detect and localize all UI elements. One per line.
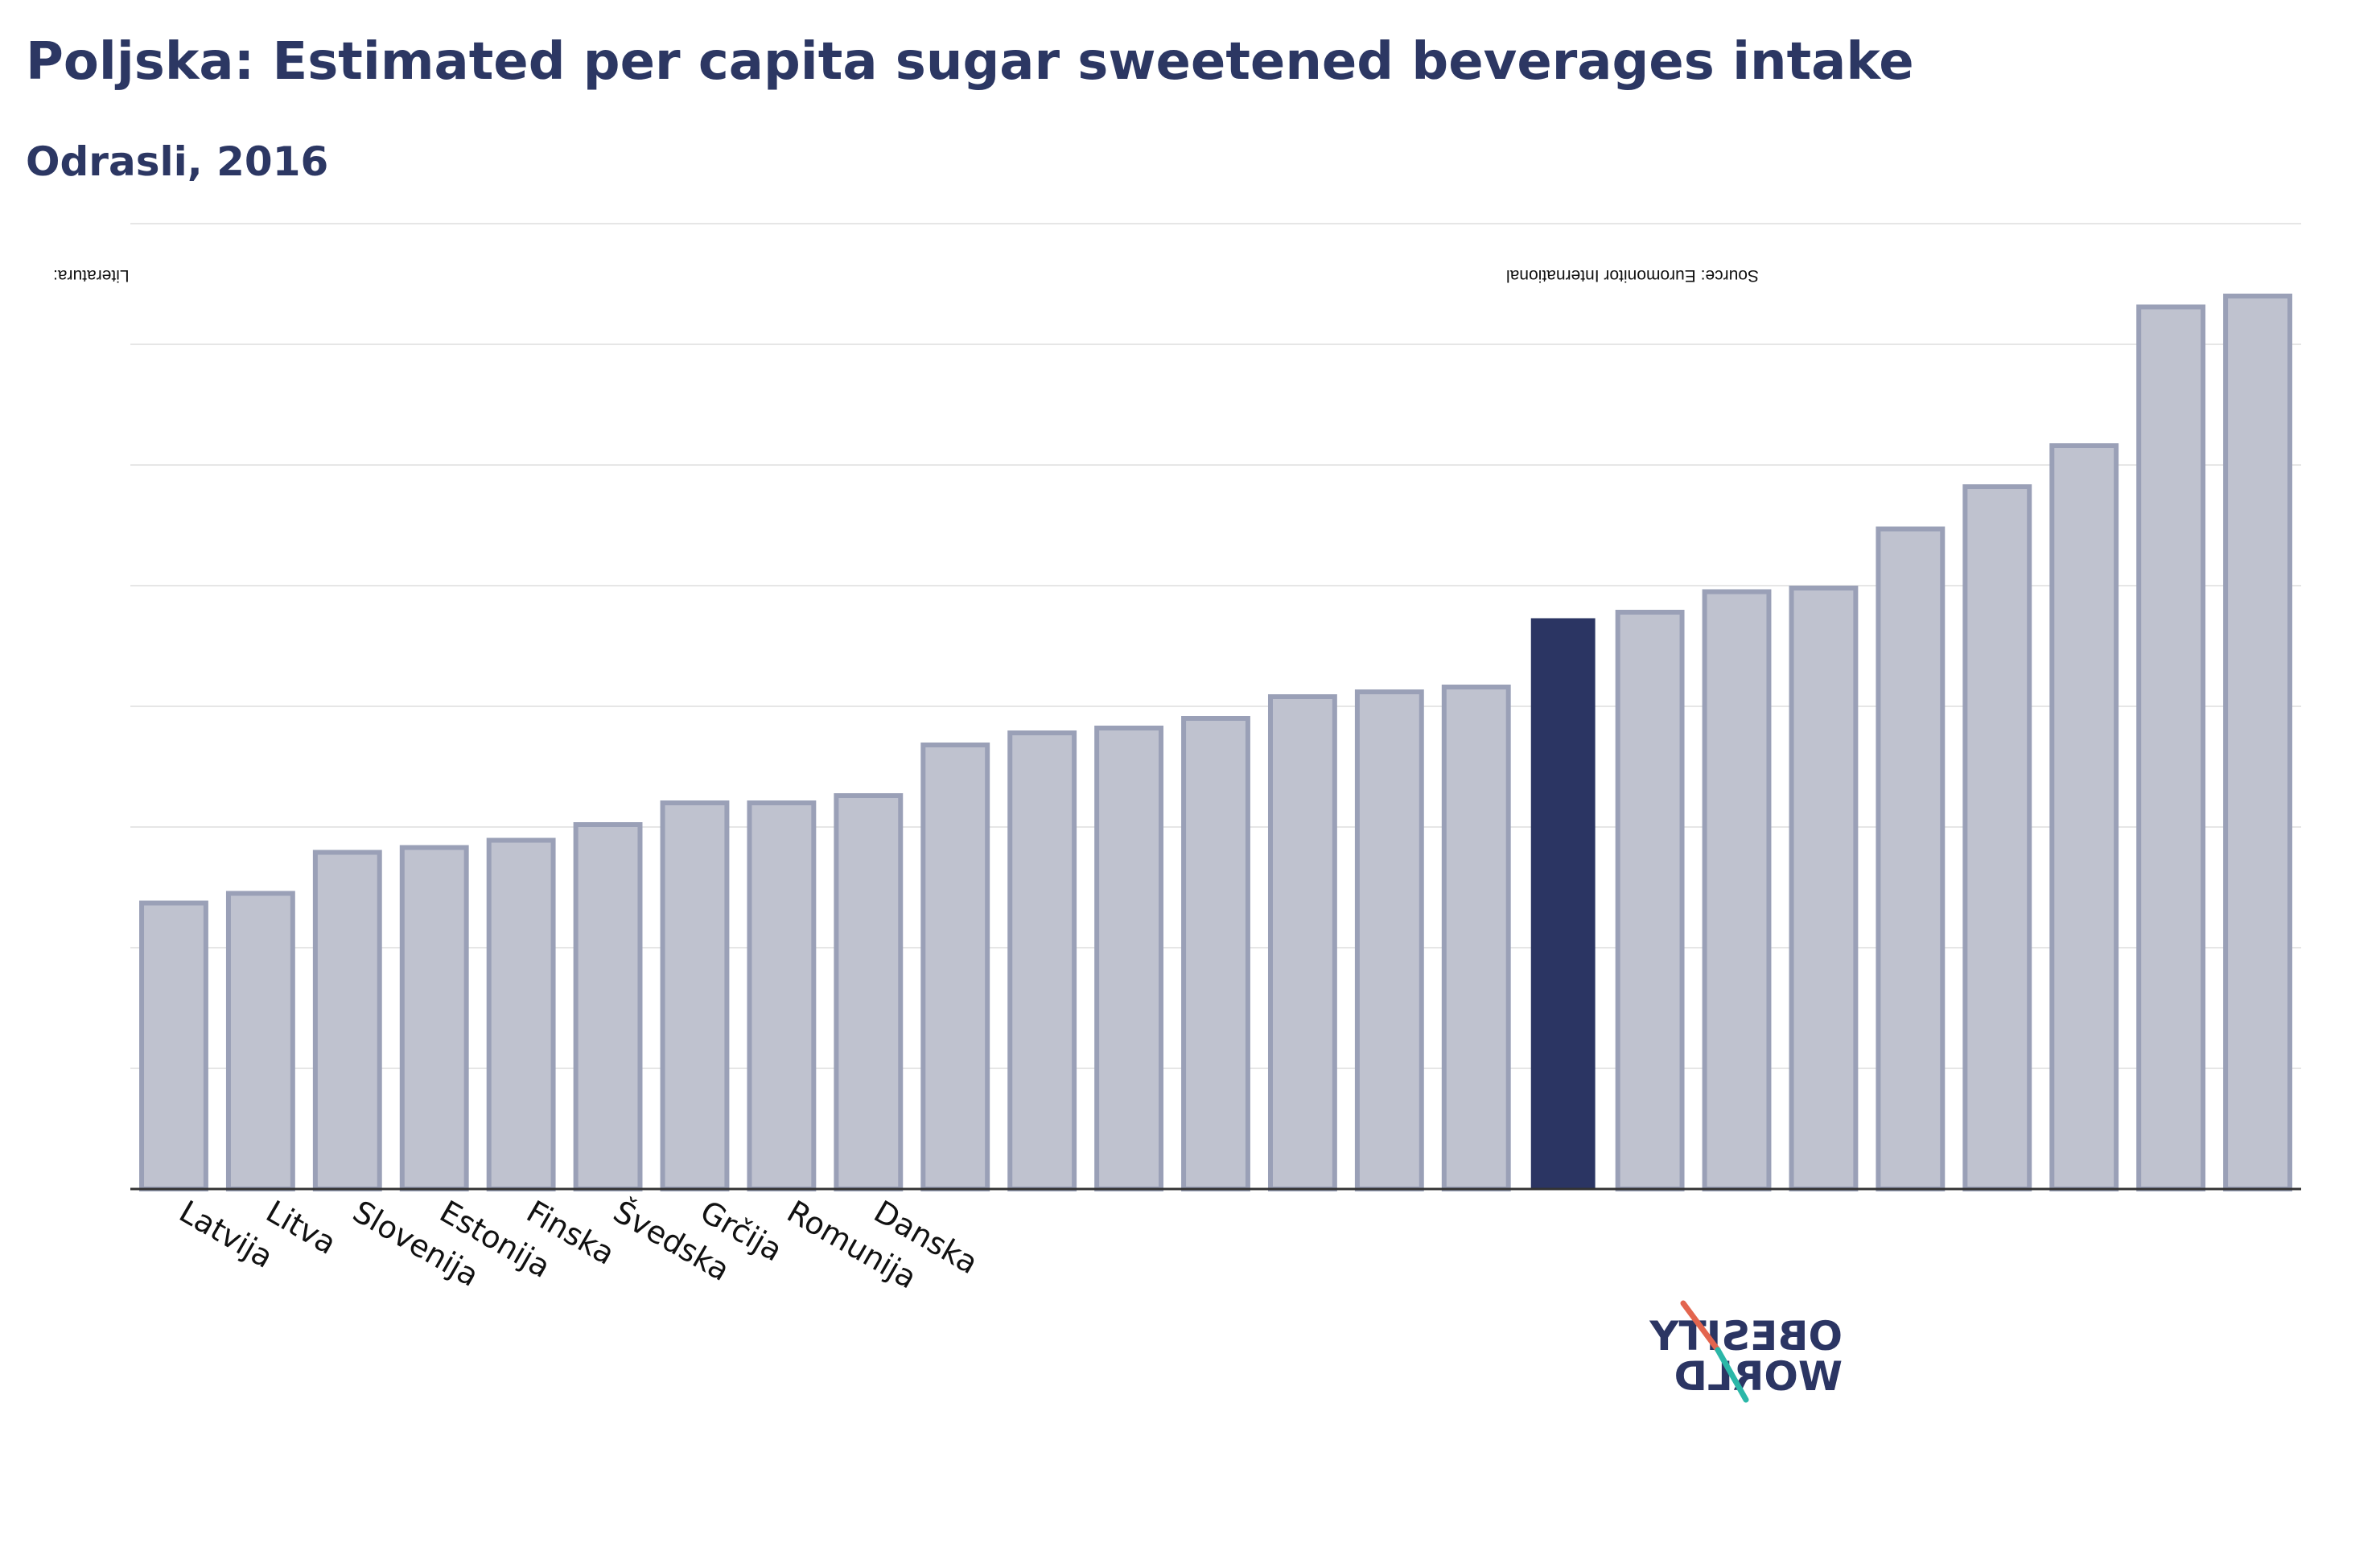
bar [834, 793, 904, 1191]
literature-note: Literatura: [53, 266, 130, 285]
bar [1876, 526, 1946, 1191]
bar [1789, 586, 1859, 1191]
bar [1615, 610, 1685, 1191]
bar [1530, 618, 1596, 1189]
bar [139, 900, 208, 1191]
bar [920, 743, 990, 1191]
bar [1007, 730, 1077, 1191]
bar [225, 891, 295, 1191]
bar [573, 822, 643, 1191]
source-note: Source: Euromonitor International [1506, 266, 1760, 285]
bar [1441, 685, 1511, 1191]
bar [1702, 589, 1772, 1191]
bar [1181, 716, 1250, 1191]
world-obesity-logo: OBESITY WORLD [1649, 1300, 1843, 1403]
bar [660, 800, 730, 1191]
page-subtitle: Odrasli, 2016 [26, 138, 329, 185]
bars [139, 294, 2292, 1191]
logo-slash-red [1680, 1300, 1721, 1353]
bar [1962, 484, 2032, 1191]
logo-word-top: OBESITY [1649, 1313, 1843, 1360]
logo-word-bottom: WORLD [1674, 1353, 1843, 1400]
bar [2136, 304, 2206, 1191]
page-title: Poljska: Estimated per capita sugar swee… [26, 32, 1914, 92]
bar [1267, 694, 1337, 1191]
bar [747, 800, 817, 1191]
bar [399, 845, 469, 1191]
logo-slash-teal [1715, 1347, 1749, 1403]
bar [2223, 294, 2292, 1191]
bar [312, 850, 382, 1191]
bar [1354, 689, 1424, 1191]
bar [2049, 443, 2119, 1191]
x-tick-label: Latvija [173, 1194, 278, 1275]
bar [486, 837, 556, 1191]
bar [1094, 726, 1164, 1191]
